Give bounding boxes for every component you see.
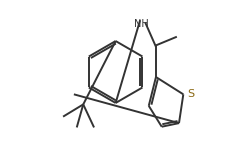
Text: S: S	[187, 89, 194, 99]
Text: NH: NH	[134, 19, 149, 29]
